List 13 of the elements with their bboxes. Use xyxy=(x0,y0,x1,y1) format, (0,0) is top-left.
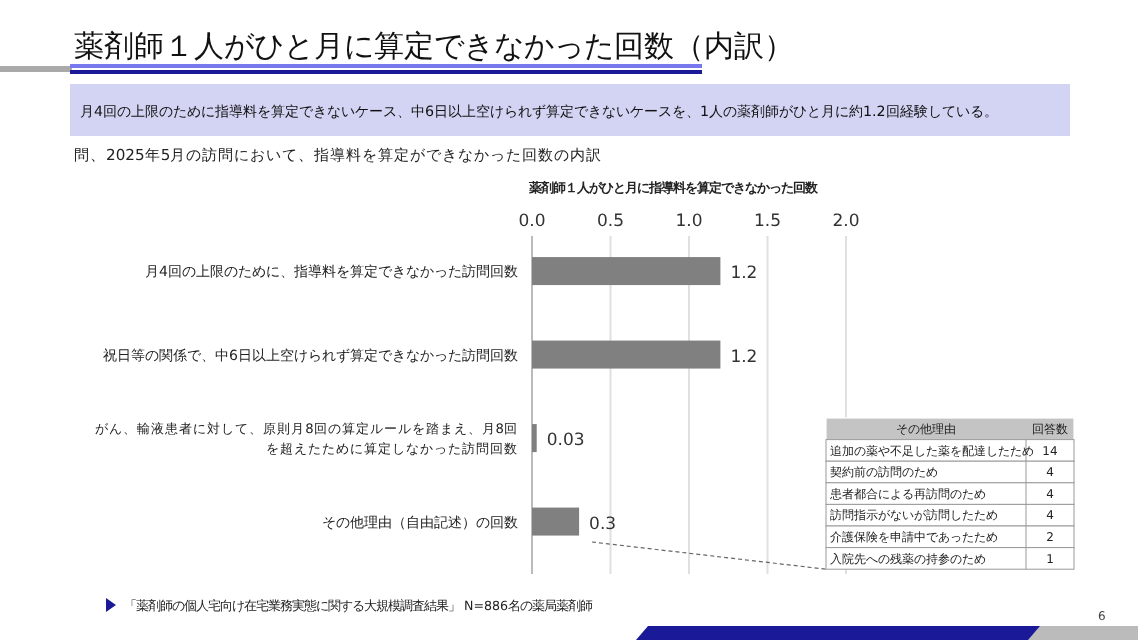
x-tick-label: 2.0 xyxy=(832,212,860,232)
bar xyxy=(532,507,580,536)
bar xyxy=(532,340,721,369)
x-tick-label: 1.0 xyxy=(675,212,703,232)
bar xyxy=(532,257,721,286)
data-label: 1.2 xyxy=(730,347,758,368)
data-label: 0.03 xyxy=(546,431,585,452)
x-tick-label: 0.0 xyxy=(518,212,546,232)
chart-title: 薬剤師１人がひと月に算定できなかった回数（内訳） xyxy=(74,28,794,64)
x-tick-label: 0.5 xyxy=(596,212,625,232)
data-label: 0.3 xyxy=(589,514,617,535)
data-label: 1.2 xyxy=(730,264,758,285)
x-tick-label: 1.5 xyxy=(753,212,782,232)
